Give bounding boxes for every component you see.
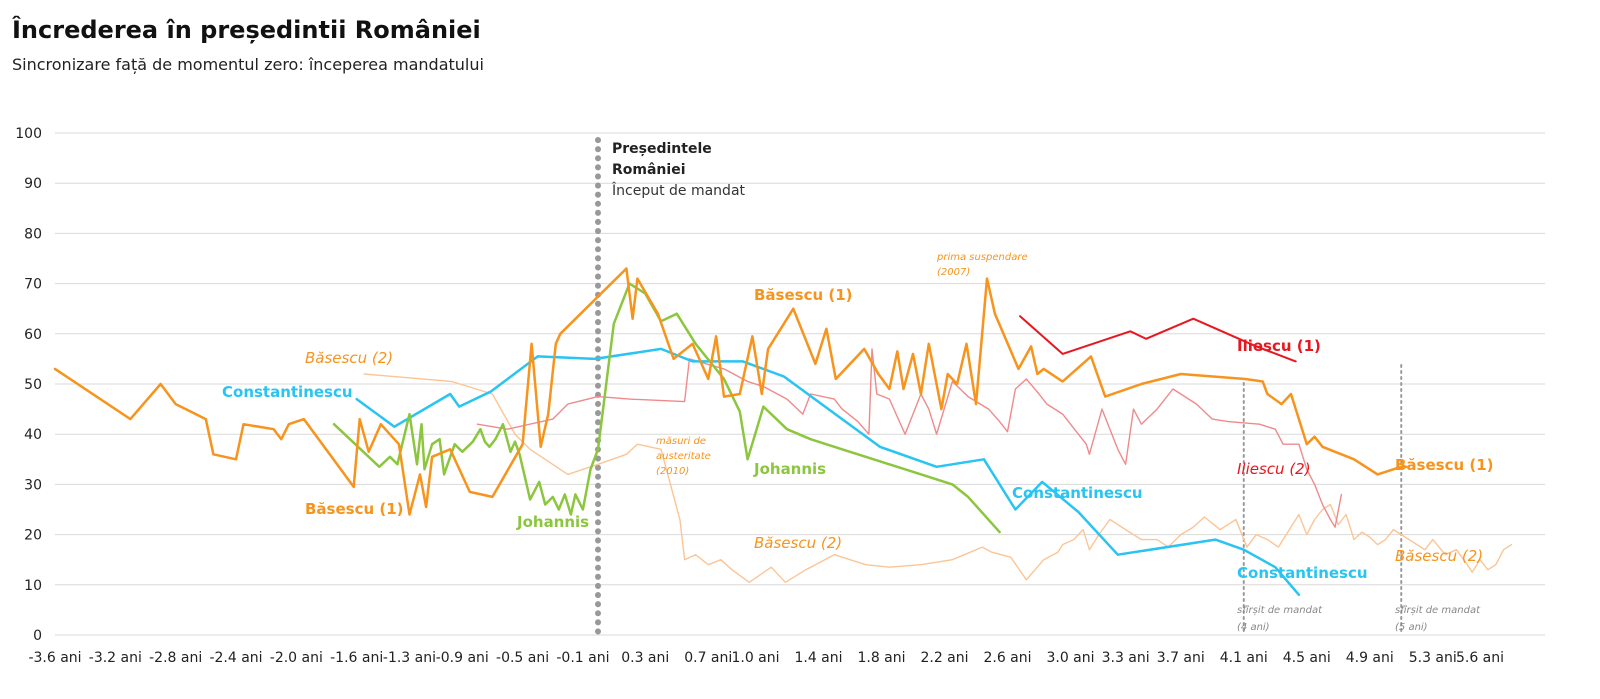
y-tick-label: 80: [24, 226, 42, 242]
x-tick-label: 5.3 ani: [1409, 650, 1457, 666]
reference-label: României: [612, 162, 686, 178]
y-tick-label: 10: [24, 578, 42, 594]
reference-label: sfîrșit de mandat: [1237, 604, 1323, 616]
y-tick-label: 70: [24, 277, 42, 293]
x-tick-label: -1.3 ani: [383, 650, 436, 666]
series-label: Iliescu (1): [1237, 337, 1321, 355]
x-tick-label: 4.5 ani: [1283, 650, 1331, 666]
y-tick-label: 30: [24, 477, 42, 493]
annotation: prima suspendare: [936, 252, 1028, 263]
series-line: [363, 373, 1513, 583]
x-tick-label: 0.3 ani: [621, 650, 669, 666]
series-label: Constantinescu: [1237, 564, 1368, 582]
x-tick-label: 1.4 ani: [794, 650, 842, 666]
series-line: [332, 282, 1001, 534]
x-tick-label: -2.8 ani: [149, 650, 202, 666]
series-label: Constantinescu: [1012, 484, 1143, 502]
y-tick-label: 0: [33, 628, 42, 644]
x-tick-label: 3.7 ani: [1157, 650, 1205, 666]
reference-label: sfîrșit de mandat: [1395, 604, 1481, 616]
series-label: Băsescu (2): [1395, 547, 1483, 565]
series-label: Johannis: [516, 513, 589, 531]
reference-label: (5 ani): [1395, 622, 1428, 633]
x-tick-label: -0.1 ani: [556, 650, 609, 666]
x-tick-label: 2.2 ani: [920, 650, 968, 666]
reference-sublabel: Început de mandat: [611, 181, 746, 199]
series-label: Iliescu (2): [1237, 460, 1311, 478]
x-tick-label: 5.6 ani: [1456, 650, 1504, 666]
reference-label: Președintele: [612, 141, 712, 157]
chart-subtitle: Sincronizare față de momentul zero: înce…: [12, 55, 484, 74]
series-label: Băsescu (2): [754, 534, 842, 552]
x-tick-label: -2.4 ani: [209, 650, 262, 666]
x-tick-label: 0.7 ani: [684, 650, 732, 666]
annotation: (2007): [937, 267, 970, 278]
x-tick-label: 2.6 ani: [983, 650, 1031, 666]
annotation: (2010): [656, 466, 689, 477]
annotation: măsuri de: [656, 436, 706, 447]
series-label: Băsescu (1): [1395, 456, 1494, 474]
x-tick-label: -1.6 ani: [330, 650, 383, 666]
x-tick-label: 1.8 ani: [857, 650, 905, 666]
series-label: Johannis: [753, 460, 826, 478]
x-tick-label: -3.6 ani: [28, 650, 81, 666]
y-tick-label: 60: [24, 327, 42, 343]
x-tick-label: 3.3 ani: [1102, 650, 1150, 666]
y-tick-label: 40: [24, 427, 42, 443]
x-tick-label: 4.9 ani: [1346, 650, 1394, 666]
chart-title: Încrederea în președintii României: [12, 16, 481, 44]
x-tick-label: 1.0 ani: [731, 650, 779, 666]
x-tick-label: -3.2 ani: [89, 650, 142, 666]
x-tick-label: 4.1 ani: [1220, 650, 1268, 666]
annotation: austeritate: [656, 451, 711, 462]
series-label: Constantinescu: [222, 383, 353, 401]
x-tick-label: 3.0 ani: [1046, 650, 1094, 666]
series-line: [355, 347, 1301, 597]
series-label: Băsescu (1): [305, 500, 404, 518]
series-line: [1019, 315, 1297, 363]
x-tick-label: -0.9 ani: [436, 650, 489, 666]
series-label: Băsescu (1): [754, 286, 853, 304]
y-tick-label: 50: [24, 377, 42, 393]
y-tick-label: 100: [15, 126, 42, 142]
x-tick-label: -0.5 ani: [496, 650, 549, 666]
x-tick-label: -2.0 ani: [270, 650, 323, 666]
y-tick-label: 20: [24, 528, 42, 544]
series-label: Băsescu (2): [305, 349, 393, 367]
series-line: [53, 267, 1408, 516]
reference-label: (4 ani): [1237, 622, 1270, 633]
y-tick-label: 90: [24, 176, 42, 192]
